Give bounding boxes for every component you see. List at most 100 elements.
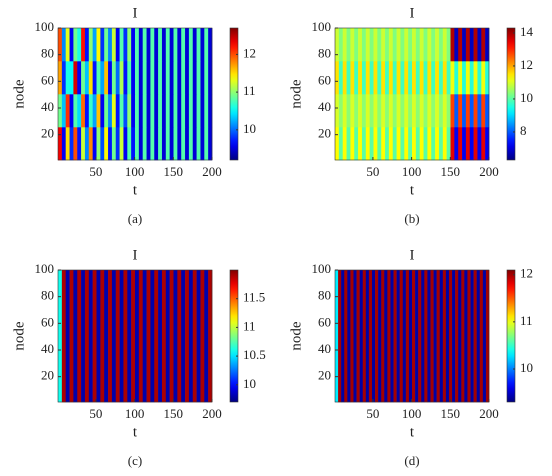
heat-cell xyxy=(65,127,70,161)
heat-cell xyxy=(442,270,447,403)
heat-cell xyxy=(188,94,194,128)
heat-cell xyxy=(469,28,474,62)
x-tick-label: 100 xyxy=(125,406,145,421)
heat-cell xyxy=(208,28,213,62)
heat-cell xyxy=(200,61,205,95)
heat-cell xyxy=(396,28,401,62)
heat-cell xyxy=(115,127,120,161)
colorbar xyxy=(229,269,239,403)
heat-cell xyxy=(96,127,101,161)
heat-cell xyxy=(69,28,74,62)
heat-cell xyxy=(361,94,367,128)
heat-cell xyxy=(442,94,447,128)
heat-cell xyxy=(158,94,163,128)
heat-cell xyxy=(419,94,424,128)
heat-cell xyxy=(196,270,201,403)
colorbar xyxy=(506,269,516,403)
heat-cell xyxy=(433,270,437,403)
heat-cell xyxy=(452,270,456,403)
heat-cell xyxy=(131,127,136,161)
heat-cell xyxy=(485,94,490,128)
heat-cell xyxy=(361,127,367,161)
y-tick-label: 40 xyxy=(318,341,331,356)
heat-cell xyxy=(88,61,93,95)
heat-cell xyxy=(84,94,90,128)
heat-cell xyxy=(58,61,63,95)
heat-cell xyxy=(204,28,209,62)
heat-cell xyxy=(100,28,105,62)
heat-cell xyxy=(373,94,378,128)
heat-cell xyxy=(445,270,450,403)
x-tick-label: 150 xyxy=(441,406,461,421)
heat-cell xyxy=(438,94,444,128)
y-tick-label: 60 xyxy=(318,72,331,87)
x-tick-label: 100 xyxy=(402,164,422,179)
heat-cell xyxy=(111,61,117,95)
heat-cell xyxy=(138,61,143,95)
heat-cell xyxy=(342,28,347,62)
heat-cell xyxy=(196,61,201,95)
heat-cell xyxy=(192,270,197,403)
heat-cell xyxy=(138,127,143,161)
heat-cell xyxy=(77,61,82,95)
heat-cell xyxy=(448,270,453,403)
heat-cell xyxy=(431,28,436,62)
heat-cell xyxy=(427,127,432,161)
heat-cell xyxy=(412,270,416,403)
heat-cell xyxy=(450,94,455,128)
heat-cell xyxy=(100,61,105,95)
heat-cell xyxy=(396,61,401,95)
heat-cell xyxy=(173,127,178,161)
panel-caption: (a) xyxy=(128,211,142,226)
heat-cell xyxy=(408,28,413,62)
heat-cell xyxy=(131,28,136,62)
heat-cell xyxy=(476,270,481,403)
heat-cell xyxy=(150,28,155,62)
heat-cell xyxy=(104,270,109,403)
heat-cell xyxy=(58,28,63,62)
heat-cell xyxy=(150,270,155,403)
x-tick-label: 150 xyxy=(164,406,184,421)
heat-cell xyxy=(381,61,386,95)
heat-cell xyxy=(108,270,113,403)
heat-cell xyxy=(346,127,351,161)
heat-cell xyxy=(431,94,436,128)
heat-cell xyxy=(204,270,209,403)
heat-cell xyxy=(469,127,474,161)
heat-cell xyxy=(387,270,391,403)
y-axis-label: node xyxy=(288,79,304,109)
heat-cell xyxy=(455,270,459,403)
heat-cell xyxy=(400,127,405,161)
heat-cell xyxy=(412,94,417,128)
colorbar-tick-label: 12 xyxy=(243,45,256,60)
colorbar-tick-label: 14 xyxy=(520,24,534,39)
heat-cell xyxy=(479,270,484,403)
heat-cell xyxy=(404,61,409,95)
y-tick-label: 100 xyxy=(35,19,55,34)
heat-cell xyxy=(173,94,178,128)
heat-cell xyxy=(108,94,113,128)
heat-cell xyxy=(465,28,471,62)
heat-cell xyxy=(396,270,400,403)
y-tick-label: 60 xyxy=(318,314,331,329)
heat-cell xyxy=(388,28,394,62)
x-tick-label: 50 xyxy=(366,406,379,421)
heat-cell xyxy=(185,61,190,95)
heat-cell xyxy=(146,28,151,62)
heat-cell xyxy=(204,127,209,161)
heat-cell xyxy=(84,127,90,161)
heat-cell xyxy=(142,61,147,95)
heat-cell xyxy=(200,127,205,161)
heat-cell xyxy=(381,270,385,403)
heat-cell xyxy=(423,61,428,95)
heat-cell xyxy=(404,28,409,62)
heat-cell xyxy=(381,94,386,128)
heat-cell xyxy=(188,270,194,403)
heat-cell xyxy=(73,28,78,62)
heat-cell xyxy=(481,61,486,95)
heat-cell xyxy=(58,94,63,128)
heat-cell xyxy=(342,61,347,95)
heat-cell xyxy=(378,270,382,403)
heat-cell xyxy=(181,127,186,161)
heat-cell xyxy=(344,270,348,403)
